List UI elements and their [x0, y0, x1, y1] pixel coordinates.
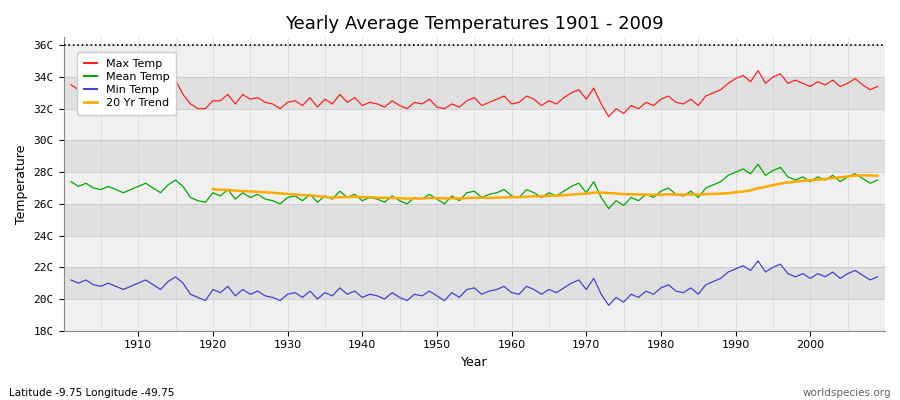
Bar: [64, 236, 885, 267]
Y-axis label: Temperature: Temperature: [15, 144, 28, 224]
Legend: Max Temp, Mean Temp, Min Temp, 20 Yr Trend: Max Temp, Mean Temp, Min Temp, 20 Yr Tre…: [77, 52, 176, 115]
Bar: [64, 45, 885, 77]
Bar: [64, 140, 885, 172]
Title: Yearly Average Temperatures 1901 - 2009: Yearly Average Temperatures 1901 - 2009: [285, 15, 663, 33]
Bar: [64, 267, 885, 299]
Text: worldspecies.org: worldspecies.org: [803, 388, 891, 398]
Bar: [64, 109, 885, 140]
Bar: [64, 204, 885, 236]
Bar: [64, 299, 885, 331]
Bar: [64, 77, 885, 109]
Text: Latitude -9.75 Longitude -49.75: Latitude -9.75 Longitude -49.75: [9, 388, 175, 398]
X-axis label: Year: Year: [461, 356, 488, 369]
Bar: [64, 172, 885, 204]
